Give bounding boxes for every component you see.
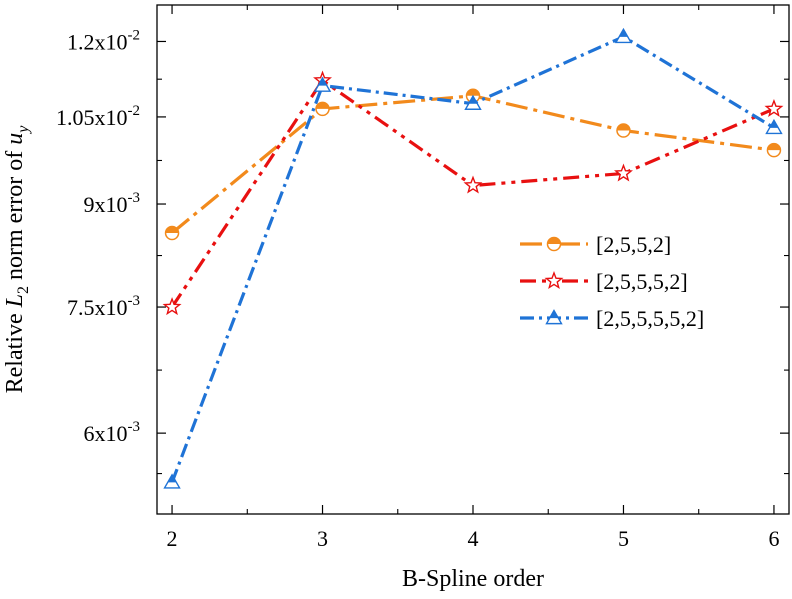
marker-fill xyxy=(619,29,628,37)
series-line xyxy=(171,94,775,235)
marker-fill xyxy=(549,310,559,319)
data-point xyxy=(162,297,182,316)
marker-fill xyxy=(466,89,480,96)
y-tick-label: 9x10-3 xyxy=(84,190,141,217)
marker-star xyxy=(614,163,633,182)
data-point xyxy=(164,225,180,241)
series-3 xyxy=(163,27,783,489)
data-point xyxy=(163,473,181,489)
data-point xyxy=(614,163,633,182)
legend-entry: [2,5,5,5,5,2] xyxy=(520,306,704,331)
data-point xyxy=(614,27,633,44)
marker-star xyxy=(764,98,784,117)
data-point xyxy=(315,101,330,117)
marker-fill xyxy=(165,226,179,234)
data-point xyxy=(766,142,782,158)
data-point xyxy=(616,123,631,138)
marker-fill xyxy=(547,237,561,244)
legend: [2,5,5,2] [2,5,5,5,2] [2,5,5,5,5,2] xyxy=(520,232,704,331)
data-point xyxy=(764,98,784,117)
series-1 xyxy=(164,88,782,241)
series-layer xyxy=(162,27,784,489)
marker-fill xyxy=(616,124,630,131)
marker-star xyxy=(463,175,483,194)
tick-labels: 2 3 4 5 6 6x10-3 7.5x10-3 9x10-3 1.05x10-2 1.2x10… xyxy=(56,27,779,551)
axis-ticks xyxy=(157,5,789,514)
y-tick-label: 1.2x10-2 xyxy=(67,27,140,54)
legend-marker xyxy=(545,309,563,325)
legend-entry: [2,5,5,5,2] xyxy=(520,269,688,294)
marker-fill xyxy=(468,96,478,104)
marker-fill xyxy=(769,120,779,128)
legend-label: [2,5,5,5,5,2] xyxy=(596,306,704,331)
data-point xyxy=(463,175,483,194)
plot-frame xyxy=(156,4,790,515)
y-axis-label: Relative L2 norm error of uy xyxy=(2,125,32,394)
marker-star xyxy=(162,297,182,316)
x-tick-label: 3 xyxy=(317,526,328,551)
marker-fill xyxy=(767,143,781,151)
legend-marker xyxy=(544,271,564,290)
marker-star xyxy=(544,271,564,290)
marker-fill xyxy=(167,474,177,483)
y-tick-label: 1.05x10-2 xyxy=(56,103,140,130)
x-tick-label: 5 xyxy=(618,526,629,551)
x-tick-label: 6 xyxy=(768,526,779,551)
legend-entry: [2,5,5,2] xyxy=(520,232,671,257)
data-point xyxy=(464,94,482,110)
x-axis-label: B-Spline order xyxy=(402,566,544,592)
x-tick-label: 2 xyxy=(167,526,178,551)
data-point xyxy=(765,118,783,135)
y-tick-label: 7.5x10-3 xyxy=(67,293,140,320)
marker-fill xyxy=(318,78,327,86)
marker-fill xyxy=(316,102,330,109)
data-point xyxy=(313,76,332,92)
legend-label: [2,5,5,5,2] xyxy=(596,269,688,294)
legend-marker xyxy=(546,236,562,252)
legend-label: [2,5,5,2] xyxy=(596,232,671,257)
y-tick-label: 6x10-3 xyxy=(84,419,141,446)
x-tick-label: 4 xyxy=(468,526,479,551)
